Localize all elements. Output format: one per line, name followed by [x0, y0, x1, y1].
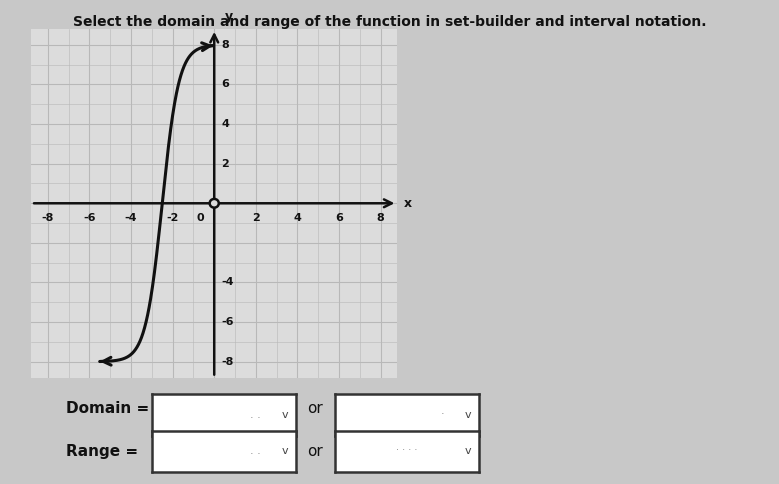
Text: or: or: [308, 444, 323, 459]
Text: v: v: [281, 446, 287, 456]
Text: Select the domain and range of the function in set-builder and interval notation: Select the domain and range of the funct…: [72, 15, 707, 29]
Text: 2: 2: [221, 159, 229, 169]
Text: -2: -2: [167, 213, 179, 223]
Text: v: v: [464, 410, 471, 420]
Text: . .: . .: [250, 446, 261, 456]
Text: -6: -6: [83, 213, 96, 223]
Text: .: .: [441, 406, 445, 416]
Text: or: or: [308, 402, 323, 416]
Text: Domain =: Domain =: [66, 402, 150, 416]
Text: 8: 8: [377, 213, 385, 223]
Text: Range =: Range =: [66, 444, 139, 459]
Text: 8: 8: [221, 40, 229, 50]
Text: 4: 4: [294, 213, 301, 223]
Text: . .: . .: [250, 410, 261, 420]
Text: . . . .: . . . .: [397, 442, 418, 452]
Text: 2: 2: [252, 213, 259, 223]
Text: -8: -8: [41, 213, 54, 223]
Text: 6: 6: [335, 213, 343, 223]
Text: -4: -4: [221, 277, 234, 287]
Text: 4: 4: [221, 119, 229, 129]
Text: 6: 6: [221, 79, 229, 90]
Text: x: x: [404, 197, 411, 210]
Text: -6: -6: [221, 317, 234, 327]
Text: v: v: [281, 410, 287, 420]
Text: y: y: [224, 10, 233, 23]
Text: 0: 0: [196, 213, 204, 223]
Text: -8: -8: [221, 357, 234, 367]
Text: -4: -4: [125, 213, 137, 223]
Circle shape: [210, 199, 219, 208]
Text: v: v: [464, 446, 471, 456]
